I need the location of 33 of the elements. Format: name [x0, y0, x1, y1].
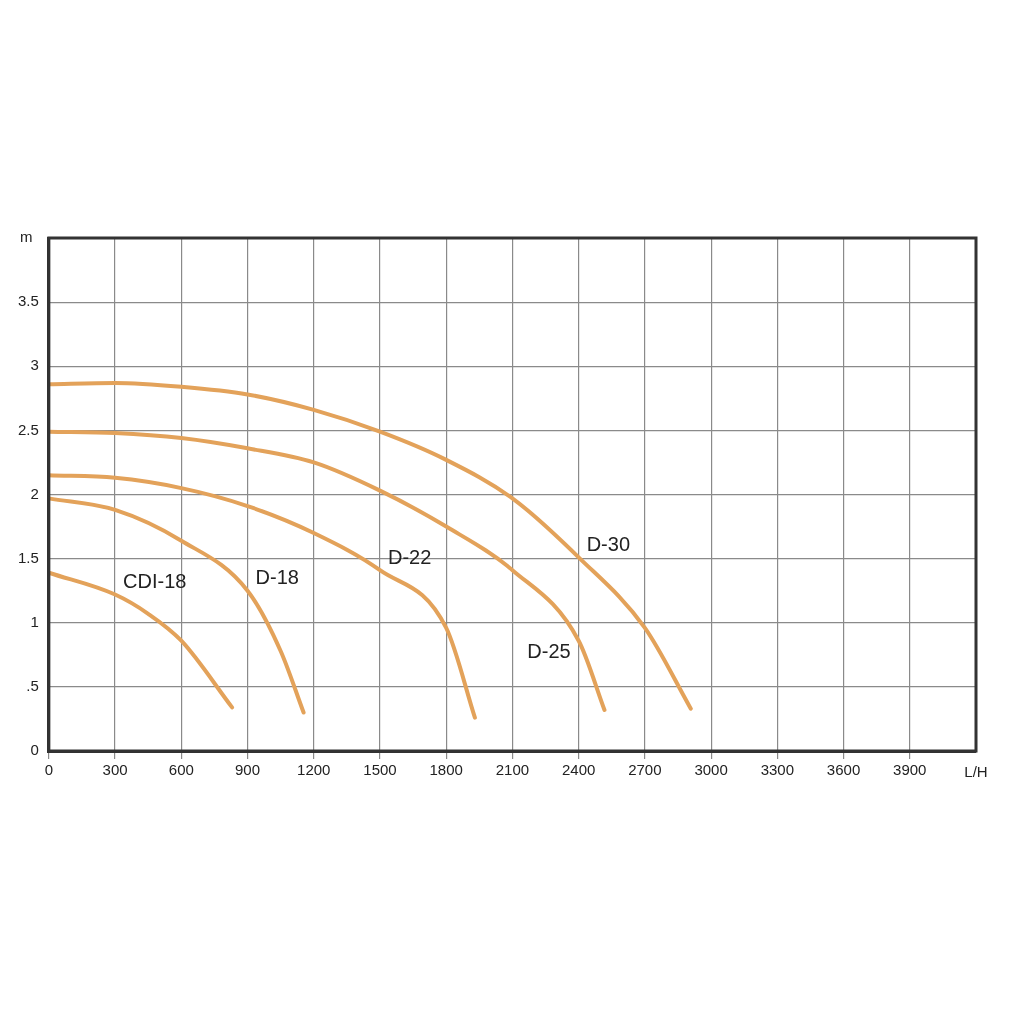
y-axis-title: m: [20, 228, 33, 246]
series-label: D-25: [527, 640, 571, 663]
x-tick-label: 2700: [628, 761, 662, 779]
series-label: D-18: [255, 566, 299, 589]
x-tick-label: 900: [235, 761, 261, 779]
x-tick-label: 3000: [694, 761, 728, 779]
y-tick-label: .5: [26, 677, 39, 695]
y-tick-label: 0: [30, 741, 39, 759]
line-series: [48, 473, 477, 720]
series-label: CDI-18: [123, 570, 187, 593]
x-axis-title: L/H: [964, 762, 988, 780]
x-tick-label: 1500: [363, 761, 397, 779]
x-tick-label: 2400: [561, 761, 596, 779]
x-tick-label: 0: [44, 761, 54, 779]
x-tick-label: 3900: [893, 761, 927, 779]
y-tick-label: 3.5: [17, 292, 39, 310]
line-series: [48, 380, 693, 711]
series-label: D-22: [387, 545, 432, 568]
x-tick-label: 3300: [760, 761, 795, 779]
x-tick-label: 2100: [495, 761, 530, 779]
y-tick-label: 1.5: [17, 548, 39, 566]
x-tick-label: 600: [168, 761, 194, 779]
x-tick-label: 300: [102, 761, 128, 779]
y-tick-label: 2: [30, 484, 39, 502]
line-series: [48, 496, 306, 715]
y-tick-label: 1: [30, 612, 39, 630]
x-tick-label: 1200: [297, 761, 331, 779]
y-tick-label: 3: [30, 356, 39, 374]
line-series: [48, 570, 235, 710]
x-tick-label: 3600: [826, 761, 861, 779]
series-label: D-30: [586, 532, 631, 555]
y-tick-label: 2.5: [17, 420, 39, 438]
x-tick-label: 1800: [429, 761, 463, 779]
